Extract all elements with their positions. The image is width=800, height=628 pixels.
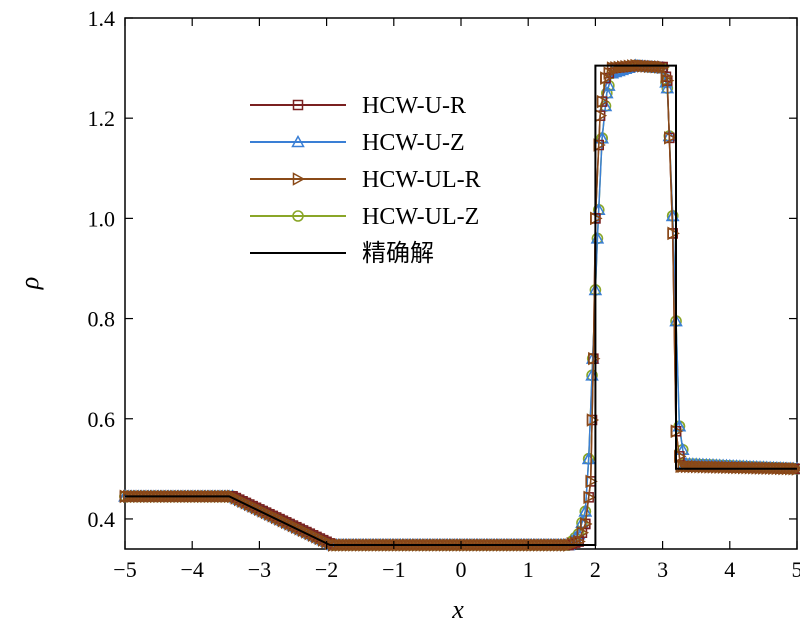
y-tick-label: 0.8 [88,307,116,332]
legend-entry: HCW-UL-Z [250,204,479,230]
series-point [578,504,593,517]
series-point [119,489,133,504]
x-tick-label: −1 [382,557,405,582]
legend-label: HCW-U-Z [362,130,465,156]
y-tick-label: 0.6 [88,407,116,432]
legend-marker [292,210,304,222]
y-tick-label: 0.4 [88,507,116,532]
legend-entry: HCW-UL-R [250,167,481,193]
series-4 [125,64,797,546]
x-tick-label: −2 [315,557,338,582]
x-tick-label: 2 [590,557,601,582]
legend-marker [292,99,304,111]
series-line [125,64,797,546]
legend-entry: HCW-U-R [250,93,466,119]
y-tick-label: 1.2 [88,106,116,131]
x-tick-label: 0 [456,557,467,582]
legend-label: 精确解 [362,240,434,267]
legend-label: HCW-UL-Z [362,204,479,230]
legend-label: HCW-U-R [362,93,466,119]
x-tick-label: 1 [523,557,534,582]
series-layer [118,58,800,552]
x-axis-title: x [451,595,464,624]
ticks-layer: −5 −4 −3 −2 −1 0 1 2 3 4 5 0.4 0.6 0.8 1.0 1.2 1.4 [88,6,800,582]
y-tick-label: 1.4 [88,6,116,31]
series-point [600,71,613,85]
series-point [575,515,589,528]
x-tick-label: −4 [180,557,203,582]
legend-entry: HCW-U-Z [250,130,465,156]
series-point [123,489,136,504]
x-tick-label: 3 [657,557,668,582]
y-axis-title: ρ [15,277,44,290]
x-tick-label: −5 [113,557,136,582]
legend-marker [292,172,306,186]
legend-entry: 精确解 [250,240,434,267]
legend-label: HCW-UL-R [362,167,481,193]
legend: HCW-U-R HCW-U-Z HCW-UL-R HCW-UL-Z 精确解 [250,93,481,267]
x-tick-label: −3 [248,557,271,582]
y-tick-label: 1.0 [88,206,116,231]
legend-marker [291,134,305,148]
x-tick-label: 5 [792,557,800,582]
x-tick-label: 4 [724,557,735,582]
series-point [603,66,616,80]
